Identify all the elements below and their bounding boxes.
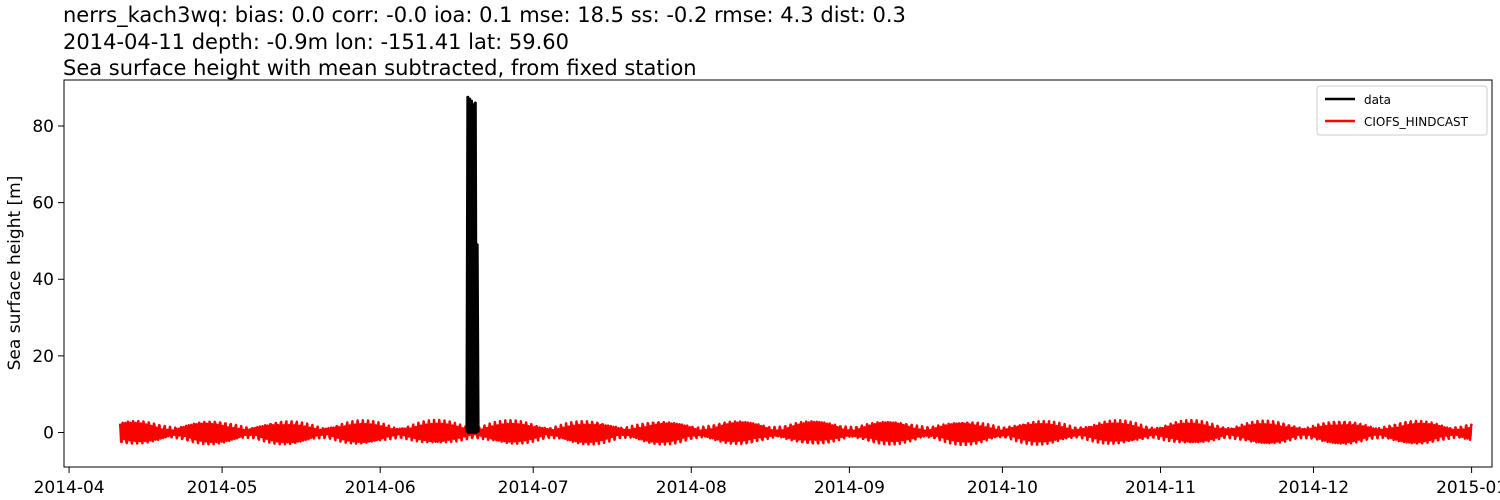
- x-tick-label: 2014-07: [498, 478, 569, 498]
- x-tick-label: 2015-01: [1436, 478, 1500, 498]
- y-tick-label: 20: [32, 347, 54, 367]
- x-axis: 2014-04 2014-05 2014-06 2014-07 2014-08 2014-…: [34, 467, 1500, 498]
- legend: data CIOFS_HINDCAST: [1316, 85, 1488, 136]
- x-tick-label: 2014-08: [656, 478, 727, 498]
- legend-label-ciofs-hindcast: CIOFS_HINDCAST: [1364, 115, 1469, 129]
- legend-label-data: data: [1364, 93, 1391, 107]
- series-line-ciofs-hindcast: [118, 418, 1473, 447]
- plot-data-layer: [118, 95, 1473, 447]
- y-tick-label: 80: [32, 117, 54, 137]
- chart-title-line-2: 2014-04-11 depth: -0.9m lon: -151.41 lat…: [63, 30, 569, 54]
- x-tick-label: 2014-04: [34, 478, 105, 498]
- y-tick-label: 0: [43, 424, 54, 444]
- chart-title-line-3: Sea surface height with mean subtracted,…: [63, 56, 697, 80]
- y-axis-label: Sea surface height [m]: [5, 176, 25, 371]
- y-axis: 0 20 40 60 80: [32, 117, 64, 444]
- x-tick-label: 2014-09: [814, 478, 885, 498]
- x-tick-label: 2014-12: [1278, 478, 1349, 498]
- series-line-data: [465, 95, 480, 435]
- plot-frame: [63, 79, 1493, 468]
- x-tick-label: 2014-06: [345, 478, 416, 498]
- legend-box: [1316, 85, 1488, 136]
- x-tick-label: 2014-05: [187, 478, 258, 498]
- x-tick-label: 2014-11: [1125, 478, 1196, 498]
- y-tick-label: 40: [32, 270, 54, 290]
- y-tick-label: 60: [32, 194, 54, 214]
- chart-title-line-1: nerrs_kach3wq: bias: 0.0 corr: -0.0 ioa:…: [63, 3, 906, 27]
- x-tick-label: 2014-10: [967, 478, 1038, 498]
